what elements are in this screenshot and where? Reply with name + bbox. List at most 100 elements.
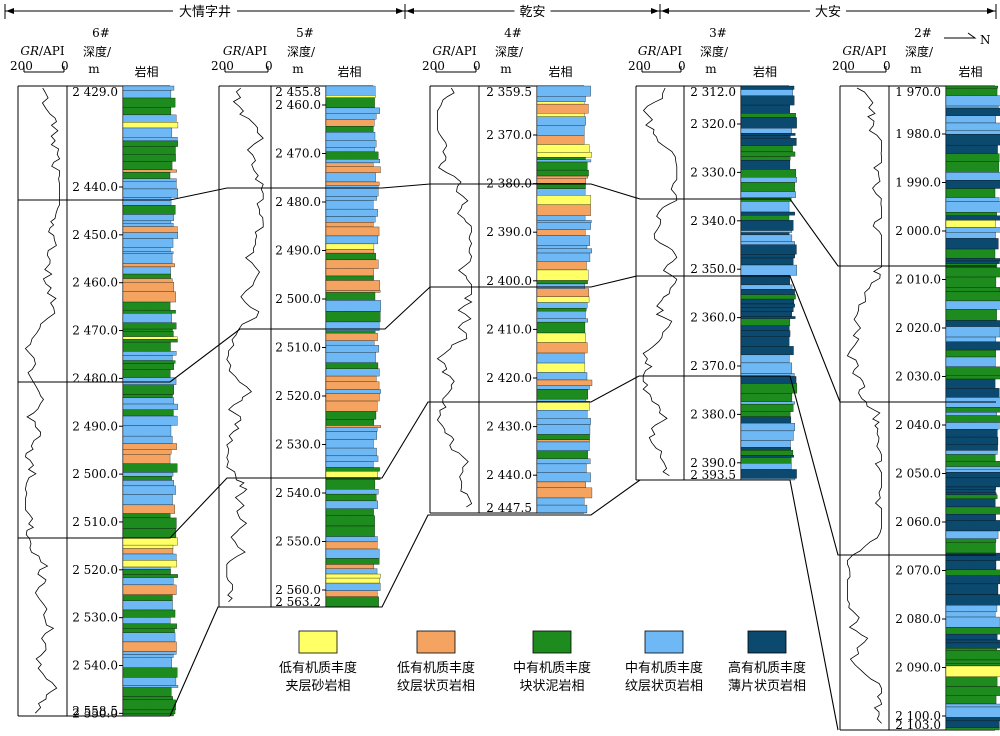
facies-band bbox=[122, 685, 179, 688]
depth-tick-label: 2 060.0 bbox=[895, 515, 941, 529]
facies-band bbox=[122, 146, 176, 155]
facies-band bbox=[122, 632, 176, 643]
arrow-right-icon bbox=[987, 8, 995, 14]
facies-band bbox=[325, 280, 380, 291]
depth-tick-label: 2 020.0 bbox=[895, 321, 941, 335]
facies-band bbox=[945, 161, 1000, 173]
gr-axis-min: 0 bbox=[473, 59, 481, 73]
depth-header-line2: m bbox=[705, 62, 717, 76]
facies-band bbox=[536, 321, 586, 334]
facies-band bbox=[325, 471, 378, 478]
depth-header-line1: 深度/ bbox=[83, 44, 112, 59]
legend-swatch bbox=[298, 630, 338, 654]
facies-band bbox=[945, 469, 1000, 473]
depth-tick-label: 2 510.0 bbox=[275, 341, 321, 355]
facies-band bbox=[740, 422, 795, 432]
facies-band bbox=[122, 238, 174, 248]
facies-band bbox=[122, 651, 177, 655]
header-label-bg bbox=[810, 4, 846, 19]
facies-band bbox=[740, 160, 791, 170]
facies-band bbox=[945, 153, 1000, 162]
facies-band bbox=[325, 425, 381, 428]
facies-band bbox=[945, 560, 997, 571]
facies-band bbox=[945, 267, 1000, 278]
depth-tick-label: 2 440.0 bbox=[486, 468, 532, 482]
depth-tick-label: 2 370.0 bbox=[486, 128, 532, 142]
facies-band bbox=[122, 127, 173, 138]
facies-band bbox=[740, 234, 793, 242]
facies-band bbox=[122, 181, 177, 190]
depth-tick-label: 2 360.0 bbox=[690, 311, 736, 325]
facies-band bbox=[122, 560, 177, 568]
facies-band bbox=[536, 458, 591, 465]
facies-band bbox=[740, 346, 794, 356]
facies-band bbox=[122, 313, 172, 323]
facies-band bbox=[740, 104, 790, 114]
facies-band bbox=[945, 492, 997, 496]
depth-tick-label: 2 520.0 bbox=[275, 389, 321, 403]
facies-band bbox=[740, 469, 797, 479]
facies-band bbox=[740, 354, 790, 364]
facies-band bbox=[740, 325, 790, 331]
facies-band bbox=[325, 515, 375, 527]
facies-header: 岩相 bbox=[337, 64, 361, 79]
facies-band bbox=[122, 494, 173, 506]
facies-band bbox=[945, 130, 1000, 135]
facies-band bbox=[536, 424, 591, 435]
facies-band bbox=[536, 157, 586, 160]
facies-band bbox=[740, 201, 790, 213]
facies-band bbox=[945, 260, 1000, 264]
facies-band bbox=[122, 476, 172, 481]
facies-band bbox=[740, 362, 793, 374]
facies-band bbox=[945, 215, 1000, 221]
depth-header-line1: 深度/ bbox=[905, 44, 934, 59]
facies-band bbox=[325, 381, 380, 390]
facies-band bbox=[536, 204, 591, 216]
north-label: N bbox=[980, 33, 991, 47]
facies-band bbox=[325, 140, 377, 148]
depth-tick-label: 2 100.0 bbox=[895, 709, 941, 723]
facies-band bbox=[945, 407, 1000, 413]
facies-band bbox=[740, 392, 793, 402]
gr-axis-max: 200 bbox=[832, 59, 855, 73]
facies-band bbox=[122, 600, 173, 611]
arrow-left-icon bbox=[406, 8, 414, 14]
facies-band bbox=[740, 244, 797, 255]
facies-band bbox=[325, 185, 379, 197]
gr-log-curve bbox=[24, 87, 61, 714]
facies-band bbox=[325, 525, 375, 537]
facies-band bbox=[536, 169, 589, 177]
facies-band bbox=[536, 103, 589, 114]
facies-band bbox=[122, 322, 177, 330]
facies-band bbox=[945, 326, 1000, 338]
gr-axis-label-unit: /API bbox=[657, 44, 683, 58]
facies-header: 岩相 bbox=[958, 64, 982, 79]
depth-tick-label: 2 380.0 bbox=[690, 407, 736, 421]
facies-band bbox=[122, 574, 178, 578]
depth-tick-label: 2 560.0 bbox=[275, 583, 321, 597]
facies-band bbox=[536, 302, 588, 309]
facies-band bbox=[122, 220, 172, 224]
facies-band bbox=[325, 147, 375, 153]
facies-band bbox=[740, 89, 793, 96]
facies-band bbox=[945, 642, 1000, 649]
facies-band bbox=[945, 300, 1000, 310]
facies-band bbox=[740, 318, 791, 326]
depth-top-label: 1 970.0 bbox=[895, 85, 941, 99]
group-label: 乾安 bbox=[519, 5, 545, 20]
facies-band bbox=[945, 494, 998, 500]
facies-band bbox=[122, 214, 174, 222]
facies-band bbox=[122, 504, 175, 514]
depth-header-line1: 深度/ bbox=[700, 44, 729, 59]
facies-band bbox=[325, 222, 374, 228]
legend-label-line2: 纹层状页岩相 bbox=[625, 679, 703, 694]
facies-band bbox=[536, 113, 585, 117]
gr-axis-label-unit: /API bbox=[39, 44, 65, 58]
depth-tick-label: 2 430.0 bbox=[486, 420, 532, 434]
facies-band bbox=[536, 159, 592, 163]
facies-band bbox=[122, 513, 171, 519]
correlation-line bbox=[18, 375, 996, 556]
facies-band bbox=[945, 665, 1000, 678]
facies-band bbox=[945, 227, 1000, 233]
